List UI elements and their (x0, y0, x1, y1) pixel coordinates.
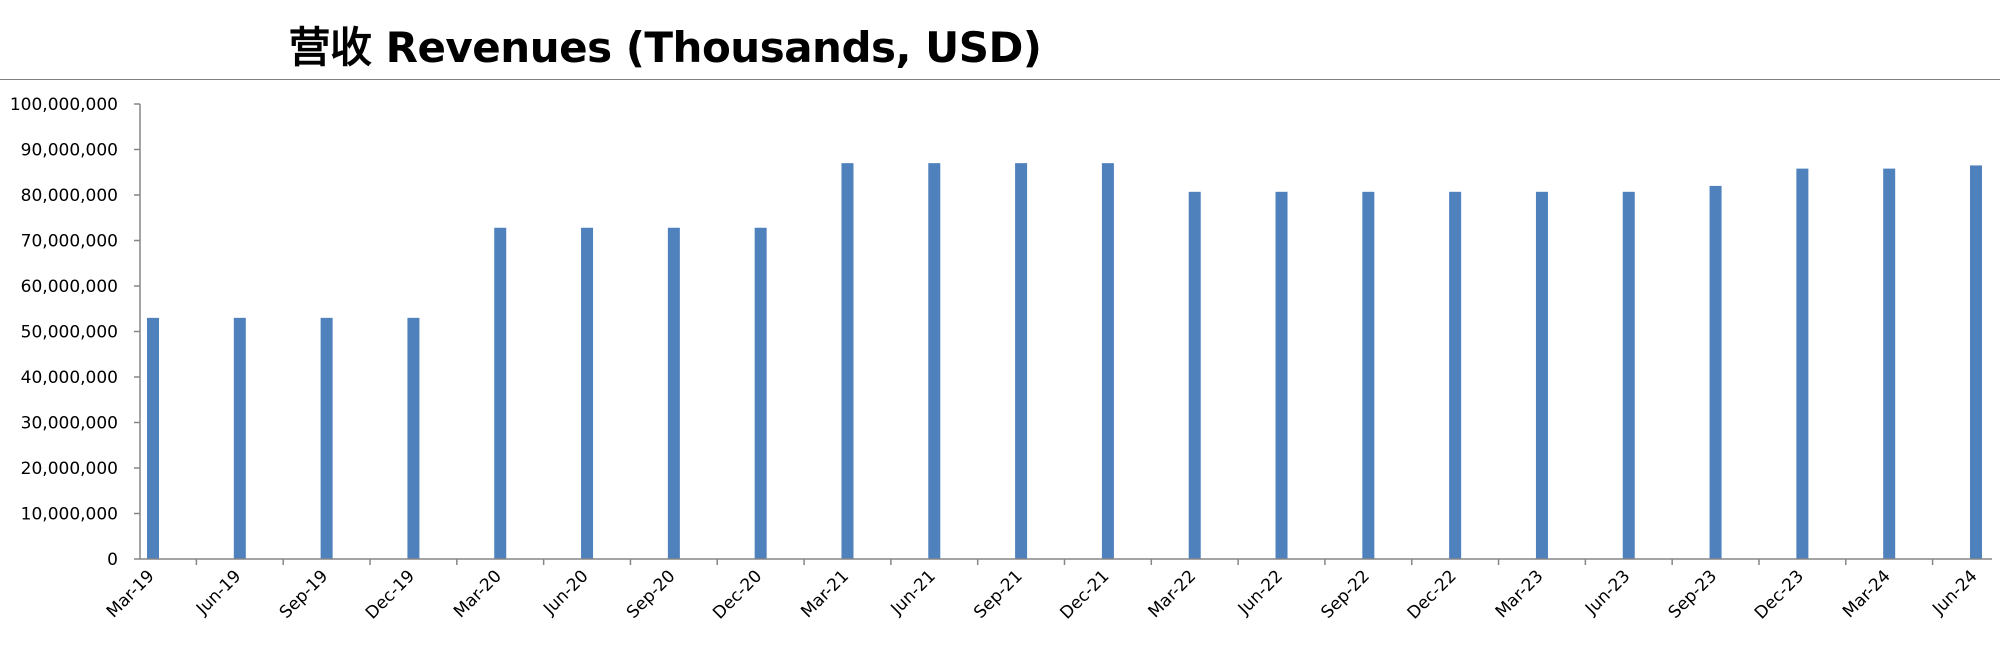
x-tick-label: Mar-19 (103, 566, 159, 622)
x-tick-label: Mar-20 (450, 566, 506, 622)
x-tick-label: Dec-23 (1751, 566, 1808, 623)
bar-Dec-22 (1449, 191, 1462, 559)
bar-Jun-23 (1622, 191, 1635, 559)
bar-Jun-21 (928, 163, 941, 559)
title-divider (0, 79, 2000, 80)
y-tick-label: 40,000,000 (21, 368, 118, 388)
bar-Dec-21 (1101, 163, 1114, 559)
bar-Mar-20 (494, 227, 507, 559)
x-tick-label: Sep-23 (1665, 566, 1721, 622)
x-tick-label: Jun-20 (539, 566, 592, 619)
y-tick-label: 60,000,000 (21, 277, 118, 297)
bar-Dec-23 (1796, 168, 1809, 560)
bar-Dec-19 (407, 317, 420, 559)
bar-Sep-21 (1015, 163, 1028, 559)
x-axis-ticks: Mar-19 Jun-19 Sep-19 Dec-19 Mar-20 Jun-20 Sep-… (103, 559, 1982, 623)
x-tick-label: Sep-22 (1317, 566, 1373, 622)
bar-Sep-20 (667, 227, 680, 559)
x-tick-label: Mar-23 (1492, 566, 1548, 622)
x-tick-label: Jun-22 (1234, 566, 1287, 619)
y-tick-label: 90,000,000 (21, 141, 118, 161)
x-tick-label: Sep-21 (970, 566, 1026, 622)
bar-Mar-23 (1535, 191, 1548, 559)
bar-Dec-20 (754, 227, 767, 559)
bar-series (147, 163, 1982, 560)
y-tick-label: 100,000,000 (10, 95, 118, 115)
y-tick-label: 50,000,000 (21, 323, 118, 343)
bar-Mar-24 (1883, 168, 1896, 560)
y-tick-label: 0 (107, 550, 118, 570)
y-tick-label: 10,000,000 (21, 505, 118, 525)
y-tick-label: 70,000,000 (21, 232, 118, 252)
x-tick-label: Sep-19 (276, 566, 332, 622)
x-tick-label: Jun-24 (1928, 566, 1981, 619)
x-tick-label: Dec-19 (362, 566, 419, 623)
axes (139, 104, 1992, 560)
bar-Sep-19 (320, 317, 333, 559)
y-tick-label: 30,000,000 (21, 414, 118, 434)
bar-Sep-23 (1709, 185, 1722, 559)
x-tick-label: Mar-21 (797, 566, 853, 622)
bar-Jun-24 (1970, 165, 1982, 560)
y-tick-label: 80,000,000 (21, 186, 118, 206)
chart-title: 营收 Revenues (Thousands, USD) (288, 23, 1042, 72)
bar-Jun-20 (581, 227, 594, 559)
bar-Mar-22 (1188, 191, 1201, 559)
x-tick-label: Dec-21 (1056, 566, 1113, 623)
bar-Sep-22 (1362, 191, 1375, 559)
bar-Jun-22 (1275, 191, 1288, 559)
x-tick-label: Mar-22 (1145, 566, 1201, 622)
x-tick-label: Mar-24 (1839, 566, 1895, 622)
x-tick-label: Dec-20 (709, 566, 766, 623)
x-tick-label: Jun-19 (192, 566, 245, 619)
bar-Jun-19 (233, 317, 246, 559)
x-tick-label: Dec-22 (1404, 566, 1461, 623)
bar-Mar-21 (841, 163, 854, 559)
x-tick-label: Sep-20 (623, 566, 679, 622)
y-tick-label: 20,000,000 (21, 459, 118, 479)
x-tick-label: Jun-23 (1581, 566, 1634, 619)
bar-Mar-19 (147, 317, 159, 559)
x-tick-label: Jun-21 (887, 566, 940, 619)
y-axis-ticks: 0 10,000,000 20,000,000 30,000,000 40,000,00… (10, 95, 140, 570)
